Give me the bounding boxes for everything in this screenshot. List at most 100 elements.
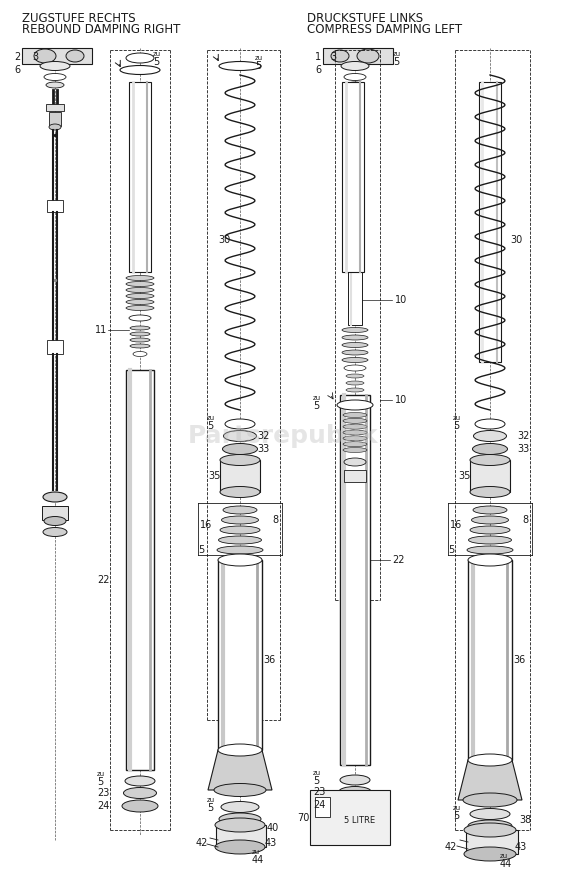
- Ellipse shape: [126, 53, 154, 63]
- Ellipse shape: [343, 418, 367, 423]
- Ellipse shape: [44, 517, 66, 525]
- Ellipse shape: [464, 823, 516, 837]
- Text: zu: zu: [313, 395, 321, 401]
- Text: 70: 70: [297, 813, 310, 823]
- Ellipse shape: [49, 124, 61, 130]
- Ellipse shape: [220, 526, 260, 534]
- Ellipse shape: [468, 820, 512, 832]
- Text: 43: 43: [515, 842, 527, 852]
- Ellipse shape: [346, 388, 364, 392]
- Text: 32: 32: [257, 431, 269, 441]
- Ellipse shape: [46, 82, 64, 88]
- Ellipse shape: [130, 326, 150, 330]
- Bar: [470, 460, 510, 492]
- Ellipse shape: [130, 332, 150, 336]
- Text: DRUCKSTUFE LINKS: DRUCKSTUFE LINKS: [307, 12, 423, 25]
- Bar: [323, 48, 393, 64]
- Text: 16: 16: [200, 520, 212, 530]
- Text: 44: 44: [252, 855, 264, 865]
- Ellipse shape: [470, 455, 510, 465]
- Text: zu: zu: [313, 770, 321, 776]
- Ellipse shape: [130, 338, 150, 342]
- Ellipse shape: [470, 487, 510, 497]
- Text: zu: zu: [453, 415, 461, 421]
- Ellipse shape: [223, 506, 257, 514]
- Text: 5: 5: [453, 421, 459, 431]
- Text: 44: 44: [500, 859, 512, 869]
- Bar: [315, 797, 330, 817]
- Text: 6: 6: [315, 65, 321, 75]
- Ellipse shape: [342, 342, 368, 348]
- Text: ZUGSTUFE RECHTS: ZUGSTUFE RECHTS: [22, 12, 136, 25]
- Text: zu: zu: [153, 51, 161, 57]
- Text: 43: 43: [265, 838, 277, 848]
- Ellipse shape: [340, 775, 370, 785]
- Bar: [344, 470, 366, 482]
- Ellipse shape: [470, 808, 510, 820]
- Ellipse shape: [221, 801, 259, 813]
- Text: 5: 5: [313, 776, 319, 786]
- Ellipse shape: [122, 800, 158, 812]
- Ellipse shape: [218, 536, 261, 544]
- Text: 36: 36: [263, 655, 275, 665]
- Text: 16: 16: [450, 520, 462, 530]
- Text: 35: 35: [208, 471, 221, 481]
- Ellipse shape: [343, 436, 367, 441]
- Text: 5 LITRE: 5 LITRE: [344, 815, 375, 825]
- Ellipse shape: [348, 108, 362, 112]
- Ellipse shape: [126, 281, 154, 287]
- Ellipse shape: [40, 62, 70, 71]
- Ellipse shape: [468, 754, 512, 766]
- Ellipse shape: [130, 344, 150, 348]
- Ellipse shape: [338, 787, 371, 798]
- Text: Partsrepublik: Partsrepublik: [188, 423, 379, 448]
- Text: 33: 33: [257, 444, 269, 454]
- Ellipse shape: [337, 799, 373, 811]
- Ellipse shape: [344, 73, 366, 80]
- Text: 36: 36: [513, 655, 525, 665]
- Text: 22: 22: [97, 575, 109, 585]
- Bar: [220, 460, 260, 492]
- Ellipse shape: [34, 49, 56, 63]
- Text: 8: 8: [272, 515, 278, 525]
- Ellipse shape: [475, 419, 505, 429]
- Ellipse shape: [337, 400, 373, 410]
- Text: 3: 3: [330, 52, 336, 62]
- Bar: [342, 82, 364, 272]
- Text: 24: 24: [313, 800, 325, 810]
- Ellipse shape: [341, 62, 369, 71]
- Ellipse shape: [342, 357, 368, 362]
- Bar: [216, 825, 266, 847]
- Text: 5: 5: [255, 61, 261, 71]
- Ellipse shape: [44, 73, 66, 80]
- Text: 35: 35: [458, 471, 471, 481]
- Ellipse shape: [346, 381, 364, 385]
- Text: 23: 23: [97, 788, 109, 798]
- Ellipse shape: [472, 516, 509, 524]
- Bar: [42, 506, 68, 520]
- Ellipse shape: [470, 526, 510, 534]
- Ellipse shape: [220, 455, 260, 465]
- Bar: [340, 395, 370, 765]
- Bar: [479, 82, 501, 362]
- Ellipse shape: [467, 546, 513, 554]
- Ellipse shape: [223, 430, 256, 442]
- Ellipse shape: [125, 776, 155, 786]
- Ellipse shape: [344, 458, 366, 466]
- Ellipse shape: [343, 442, 367, 447]
- Ellipse shape: [468, 536, 511, 544]
- Ellipse shape: [348, 98, 362, 102]
- Ellipse shape: [343, 448, 367, 453]
- Text: 5: 5: [153, 57, 159, 67]
- Ellipse shape: [218, 744, 262, 756]
- Text: zu: zu: [97, 771, 105, 777]
- Ellipse shape: [468, 554, 512, 566]
- Text: 33: 33: [517, 444, 529, 454]
- Bar: [22, 48, 92, 64]
- Ellipse shape: [219, 62, 261, 71]
- Ellipse shape: [124, 787, 156, 799]
- Text: 5: 5: [313, 401, 319, 411]
- Text: 11: 11: [95, 325, 107, 335]
- Bar: [46, 104, 64, 111]
- Text: 30: 30: [510, 235, 522, 245]
